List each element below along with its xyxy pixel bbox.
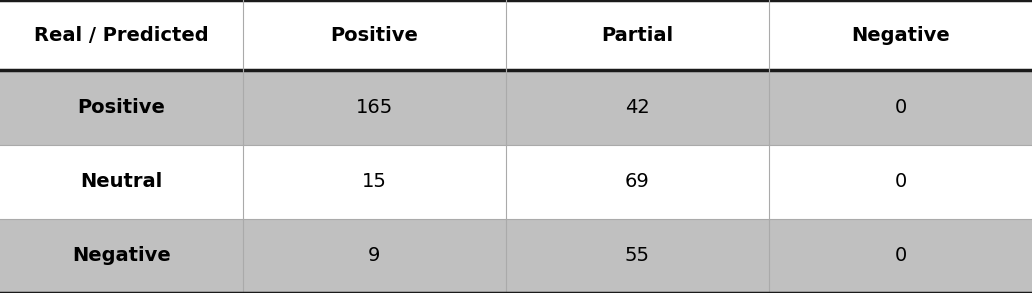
Text: 9: 9 [368,246,380,265]
Text: Neutral: Neutral [80,172,162,191]
Text: 69: 69 [625,172,649,191]
Bar [0,0,1032,70]
Bar [0,144,1032,219]
Text: Partial: Partial [602,26,673,45]
Text: 0: 0 [895,172,906,191]
Text: Positive: Positive [330,26,418,45]
Text: 15: 15 [361,172,387,191]
Text: Negative: Negative [72,246,170,265]
Text: 165: 165 [355,98,393,117]
Text: 0: 0 [895,98,906,117]
Text: Negative: Negative [851,26,949,45]
Bar [0,70,1032,144]
Bar [0,219,1032,293]
Text: Positive: Positive [77,98,165,117]
Text: Real / Predicted: Real / Predicted [34,26,208,45]
Text: 0: 0 [895,246,906,265]
Text: 55: 55 [624,246,650,265]
Text: 42: 42 [625,98,649,117]
